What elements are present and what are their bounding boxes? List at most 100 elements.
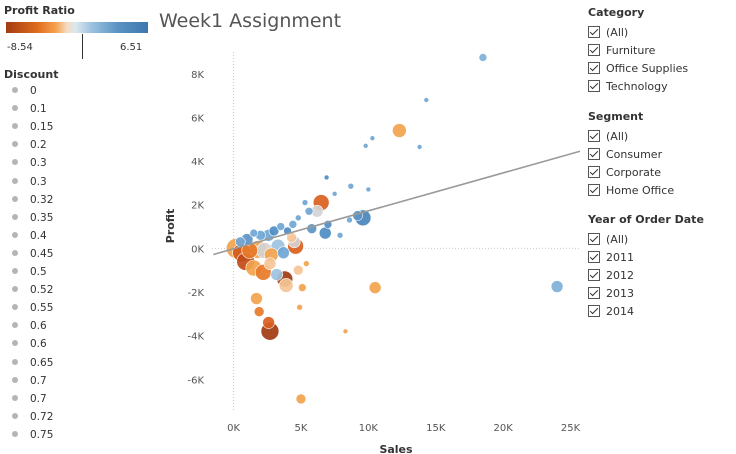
plot-marks [225,53,564,405]
filter-option[interactable]: Corporate [588,164,674,182]
discount-legend-item[interactable]: 0.5 [12,264,47,280]
x-tick-label: 10K [359,423,379,434]
discount-legend-item[interactable]: 0.6 [12,318,47,334]
filter-option[interactable]: (All) [588,24,688,42]
y-axis-label: Profit [164,209,177,243]
profit-ratio-zero-marker [82,34,83,59]
discount-size-dot-icon [12,358,18,365]
checkbox-checked-icon[interactable] [588,269,600,281]
plot-axes: -6K -4K -2K 0K 2K 4K 6K 8K 0K 5K 10K 15K 20K 25K [187,70,580,434]
profit-ratio-legend-title: Profit Ratio [4,4,75,17]
data-point [270,268,284,281]
discount-legend-item[interactable]: 0.3 [12,174,47,190]
filter-option-label: Home Office [606,184,675,197]
filter-option[interactable]: Furniture [588,42,688,60]
checkbox-checked-icon[interactable] [588,287,600,299]
discount-size-dot-icon [12,231,18,238]
discount-legend-item[interactable]: 0.65 [12,355,53,371]
plot-grid [212,52,580,412]
discount-legend-item[interactable]: 0 [12,83,37,99]
filter-option-label: (All) [606,130,629,143]
checkbox-checked-icon[interactable] [588,130,600,142]
data-point [362,143,369,149]
filter-option[interactable]: (All) [588,128,674,146]
filter-option[interactable]: 2012 [588,267,704,285]
filter-option-label: 2012 [606,269,634,282]
x-tick-label: 25K [561,423,581,434]
filter-option-label: 2011 [606,251,634,264]
discount-legend-item[interactable]: 0.32 [12,192,53,208]
checkbox-checked-icon[interactable] [588,233,600,245]
profit-ratio-min-label: -8.54 [7,42,33,53]
discount-size-dot-icon [12,376,18,383]
discount-size-dot-icon [12,322,18,329]
filter-option[interactable]: Office Supplies [588,60,688,78]
filter-option[interactable]: Technology [588,78,688,96]
discount-legend-item[interactable]: 0.55 [12,300,53,316]
checkbox-checked-icon[interactable] [588,166,600,178]
data-point [318,226,332,240]
data-point [369,135,376,141]
filter-option[interactable]: Home Office [588,182,674,200]
filter-option-label: Office Supplies [606,62,689,75]
x-tick-label: 0K [227,423,240,434]
data-point [342,328,349,335]
discount-legend-label: 0.7 [30,374,47,387]
discount-size-dot-icon [12,159,18,166]
data-point [263,257,277,270]
data-point [323,174,330,181]
checkbox-checked-icon[interactable] [588,251,600,263]
discount-size-dot-icon [12,213,18,220]
checkbox-checked-icon[interactable] [588,184,600,196]
discount-legend-label: 0.4 [30,229,47,242]
discount-legend-label: 0.52 [30,284,54,297]
filter-year-of-order-date: Year of Order Date (All) 2011 2012 2013 2014 [588,213,704,321]
discount-legend-label: 0.55 [30,302,54,315]
filter-option[interactable]: 2013 [588,285,704,303]
y-tick-label: 2K [191,201,204,212]
discount-legend-item[interactable]: 0.1 [12,101,47,117]
data-point [346,216,353,224]
checkbox-checked-icon[interactable] [588,80,600,92]
discount-size-dot-icon [12,123,18,130]
filter-option[interactable]: 2014 [588,303,704,321]
y-tick-label: 4K [191,157,204,168]
checkbox-checked-icon[interactable] [588,305,600,317]
filter-option-label: (All) [606,233,629,246]
discount-legend-item[interactable]: 0.7 [12,373,47,389]
discount-legend-item[interactable]: 0.3 [12,155,47,171]
discount-legend-label: 0.1 [30,103,47,116]
filter-option-label: Technology [606,80,668,93]
discount-legend-item[interactable]: 0.52 [12,282,53,298]
checkbox-checked-icon[interactable] [588,44,600,56]
data-point [347,182,355,190]
filter-option[interactable]: Consumer [588,146,674,164]
discount-legend-item[interactable]: 0.75 [12,427,53,443]
discount-legend-item[interactable]: 0.15 [12,119,53,135]
data-point [303,260,310,267]
x-tick-label: 15K [426,423,446,434]
discount-legend-item[interactable]: 0.7 [12,391,47,407]
data-point [478,53,488,62]
discount-size-dot-icon [12,412,18,419]
discount-legend-item[interactable]: 0.72 [12,409,53,425]
discount-legend-item[interactable]: 0.4 [12,228,47,244]
filter-option[interactable]: (All) [588,231,704,249]
data-point [301,199,309,206]
discount-legend-item[interactable]: 0.35 [12,210,53,226]
filter-option[interactable]: 2011 [588,249,704,267]
checkbox-checked-icon[interactable] [588,62,600,74]
filter-option-label: 2014 [606,305,634,318]
checkbox-checked-icon[interactable] [588,148,600,160]
discount-size-dot-icon [12,195,18,202]
checkbox-checked-icon[interactable] [588,26,600,38]
discount-legend-item[interactable]: 0.2 [12,137,47,153]
filter-title: Segment [588,110,644,123]
plot-trend [213,150,581,256]
discount-legend-label: 0.35 [30,211,54,224]
discount-legend-item[interactable]: 0.6 [12,336,47,352]
data-point [296,303,303,311]
data-point [392,123,407,138]
discount-legend-item[interactable]: 0.45 [12,246,53,262]
